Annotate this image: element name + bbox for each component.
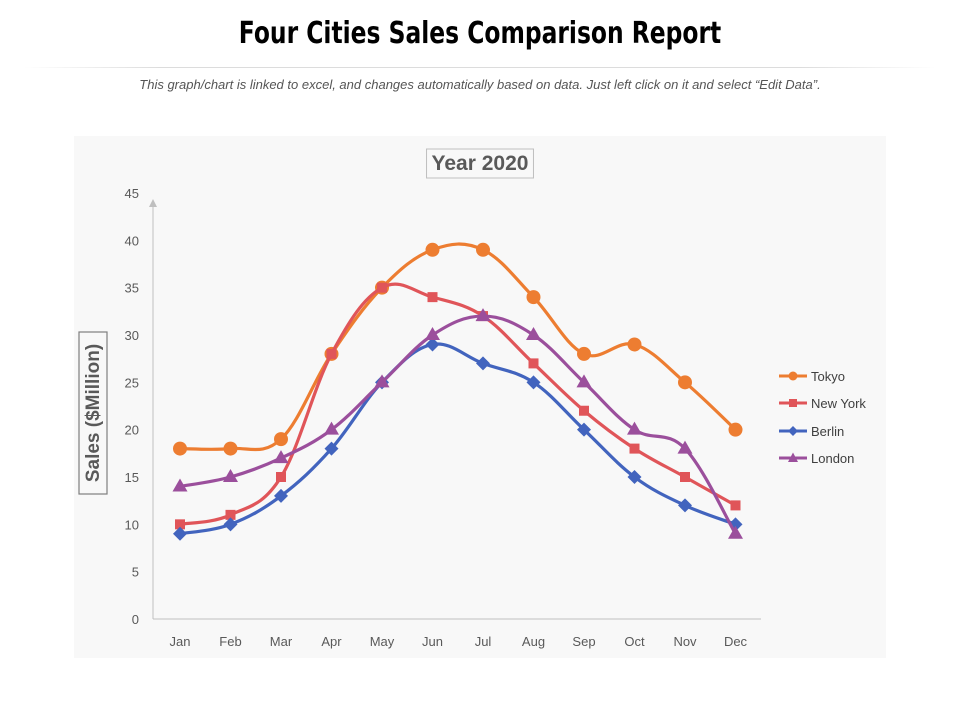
chart-title-box bbox=[426, 148, 534, 179]
page-title: Four Cities Sales Comparison Report bbox=[238, 16, 722, 51]
data-point-london: London Jun: 30 bbox=[425, 327, 440, 340]
data-point-london: London Nov: 18 bbox=[677, 440, 693, 454]
data-point-berlin: Berlin Apr: 18 bbox=[324, 441, 339, 456]
y-axis-arrow bbox=[149, 199, 157, 207]
data-point-london: London Aug: 30 bbox=[526, 327, 541, 340]
x-tick-label: May bbox=[370, 634, 395, 649]
data-point-new-york: New York Dec: 12 bbox=[730, 500, 741, 511]
data-point-berlin: Berlin Jun: 29 bbox=[425, 337, 440, 352]
data-point-tokyo: Tokyo Jun: 39 bbox=[425, 242, 440, 257]
x-tick-label: Dec bbox=[724, 634, 748, 649]
y-tick-label: 5 bbox=[132, 565, 139, 580]
x-tick-label: Jan bbox=[170, 634, 191, 649]
data-point-tokyo: Tokyo Oct: 29 bbox=[627, 337, 642, 352]
data-point-new-york: New York Jun: 34 bbox=[427, 292, 438, 303]
series-london: London Jan: 14 London Feb: 15 London Mar: … bbox=[172, 308, 743, 539]
data-point-new-york: New York May: 35 bbox=[377, 282, 387, 293]
data-point-tokyo: Tokyo Aug: 34 bbox=[526, 290, 541, 305]
x-tick-label: Sep bbox=[572, 634, 595, 649]
x-tick-label: Feb bbox=[219, 634, 241, 649]
data-point-berlin: Berlin Jul: 27 bbox=[476, 356, 490, 371]
data-point-new-york: New York Nov: 15 bbox=[680, 472, 690, 482]
data-point-new-york: New York Sep: 22 bbox=[579, 405, 589, 416]
title-divider bbox=[24, 67, 936, 68]
data-point-tokyo: Tokyo Jul: 39 bbox=[476, 242, 490, 257]
legend-item-london[interactable]: London bbox=[779, 451, 854, 466]
data-point-london: London Sep: 25 bbox=[576, 374, 592, 388]
data-point-berlin: Berlin Sep: 20 bbox=[577, 422, 591, 437]
data-point-berlin: Berlin Mar: 13 bbox=[274, 488, 288, 503]
series-line-tokyo bbox=[179, 242, 737, 452]
legend-label: Tokyo bbox=[811, 369, 845, 384]
data-point-london: London Mar: 17 bbox=[273, 450, 289, 464]
data-point-london: London Oct: 20 bbox=[627, 421, 642, 435]
data-point-tokyo: Tokyo Sep: 28 bbox=[577, 346, 591, 361]
data-point-new-york: New York Mar: 15 bbox=[276, 472, 286, 482]
data-point-berlin: Berlin Oct: 15 bbox=[627, 470, 642, 484]
data-point-tokyo: Tokyo Dec: 20 bbox=[728, 422, 743, 437]
page-subtitle: This graph/chart is linked to excel, and… bbox=[139, 77, 821, 92]
data-point-berlin: Berlin Jan: 9 bbox=[173, 526, 187, 541]
chart-axes: Year 2020 Sales ($Million) 0 5 10 15 20 25 30 35 4… bbox=[78, 148, 761, 649]
x-tick-label: Oct bbox=[624, 634, 645, 649]
y-tick-label: 45 bbox=[125, 186, 139, 201]
legend-label: New York bbox=[811, 396, 866, 411]
y-tick-label: 15 bbox=[125, 470, 139, 485]
data-point-berlin: Berlin Feb: 10 bbox=[223, 517, 238, 532]
legend-item-new-york[interactable]: New York bbox=[779, 396, 866, 411]
y-tick-label: 0 bbox=[132, 612, 139, 627]
series-berlin: Berlin Jan: 9 Berlin Feb: 10 Berlin Mar: 1… bbox=[173, 337, 743, 541]
data-point-new-york: New York Aug: 27 bbox=[528, 358, 539, 369]
x-tick-label: Mar bbox=[270, 634, 293, 649]
data-point-berlin: Berlin Aug: 25 bbox=[526, 375, 541, 390]
legend-item-berlin[interactable]: Berlin bbox=[779, 424, 844, 439]
data-point-london: London Dec: 9 bbox=[728, 525, 743, 539]
legend-label: London bbox=[811, 451, 854, 466]
y-tick-label: 20 bbox=[125, 423, 139, 438]
data-point-london: London Apr: 20 bbox=[324, 421, 339, 435]
y-tick-label: 30 bbox=[125, 328, 139, 343]
x-tick-label: Nov bbox=[673, 634, 697, 649]
y-tick-label: 10 bbox=[125, 517, 139, 532]
data-point-new-york: New York Apr: 28 bbox=[326, 348, 337, 359]
data-point-london: London Feb: 15 bbox=[223, 469, 238, 482]
chart-series: Tokyo Jan: 18 Tokyo Feb: 18 Tokyo Mar: 19 T… bbox=[172, 242, 743, 541]
data-point-new-york: New York Jan: 10 bbox=[175, 519, 185, 530]
series-tokyo: Tokyo Jan: 18 Tokyo Feb: 18 Tokyo Mar: 19 T… bbox=[173, 242, 743, 456]
y-tick-label: 35 bbox=[125, 281, 139, 296]
data-point-new-york: New York Feb: 11 bbox=[225, 509, 236, 520]
series-line-berlin bbox=[179, 342, 737, 536]
chart-area[interactable] bbox=[74, 136, 886, 658]
data-point-tokyo: Tokyo Feb: 18 bbox=[223, 441, 238, 456]
y-tick-label: 25 bbox=[125, 375, 139, 390]
y-axis-label-box bbox=[78, 331, 108, 495]
legend-marker bbox=[789, 399, 797, 407]
chart-title: Year 2020 bbox=[432, 152, 529, 175]
legend-item-tokyo[interactable]: Tokyo bbox=[779, 369, 845, 384]
legend-marker bbox=[788, 426, 798, 436]
data-point-tokyo: Tokyo Jan: 18 bbox=[173, 441, 187, 456]
data-point-london: London Jul: 32 bbox=[475, 308, 491, 322]
data-point-tokyo: Tokyo Mar: 19 bbox=[274, 432, 288, 447]
chart-legend: Tokyo New York Berlin London bbox=[779, 369, 866, 466]
legend-marker bbox=[788, 371, 798, 381]
x-tick-label: Apr bbox=[321, 634, 342, 649]
data-point-tokyo: Tokyo Nov: 25 bbox=[678, 375, 692, 390]
data-point-new-york: New York Oct: 18 bbox=[629, 443, 640, 454]
data-point-berlin: Berlin Nov: 12 bbox=[678, 498, 692, 513]
legend-label: Berlin bbox=[811, 424, 844, 439]
data-point-london: London May: 25 bbox=[374, 374, 390, 388]
legend-marker bbox=[788, 452, 798, 462]
y-tick-label: 40 bbox=[125, 233, 139, 248]
x-tick-label: Aug bbox=[522, 634, 545, 649]
x-tick-label: Jul bbox=[475, 634, 492, 649]
x-tick-label: Jun bbox=[422, 634, 443, 649]
data-point-london: London Jan: 14 bbox=[172, 478, 188, 492]
y-axis-label: Sales ($Million) bbox=[83, 344, 104, 482]
